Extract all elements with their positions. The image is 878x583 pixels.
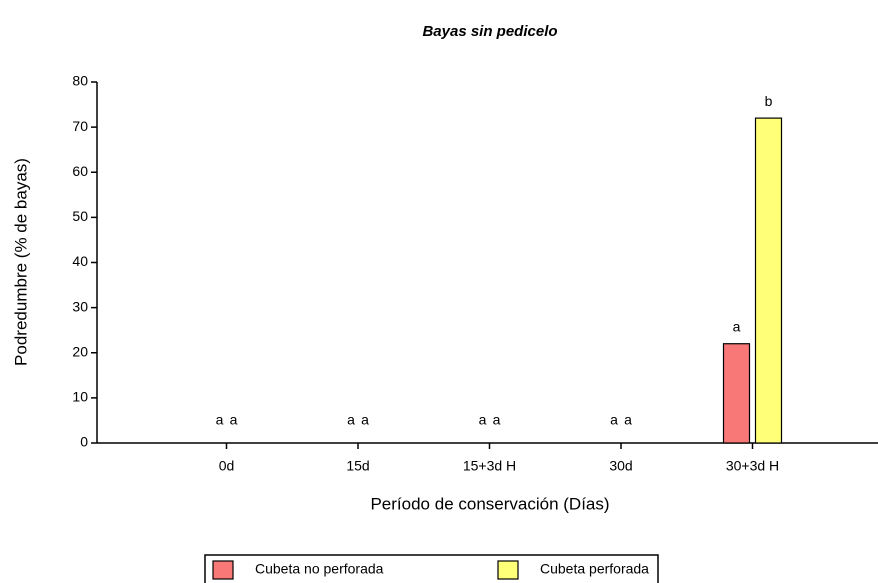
legend-swatch: [497, 560, 519, 580]
x-tick-label: 0d: [219, 458, 235, 474]
y-tick-label: 80: [72, 73, 88, 89]
significance-letter: a: [610, 412, 618, 428]
significance-letter: a: [733, 318, 741, 334]
y-tick-label: 40: [72, 253, 88, 269]
y-tick-label: 0: [80, 434, 88, 450]
y-axis-label: Podredumbre (% de bayas): [11, 158, 30, 366]
significance-letter: a: [230, 412, 238, 428]
significance-letter: b: [765, 93, 773, 109]
significance-letter: a: [216, 412, 224, 428]
legend-box: [204, 554, 659, 583]
significance-letter: a: [624, 412, 632, 428]
y-tick-label: 70: [72, 118, 88, 134]
significance-letter: a: [361, 412, 369, 428]
legend-label: Cubeta perforada: [540, 561, 649, 577]
significance-letter: a: [493, 412, 501, 428]
y-tick-label: 10: [72, 389, 88, 405]
x-tick-label: 30+3d H: [726, 458, 779, 474]
y-tick-label: 20: [72, 343, 88, 359]
significance-letter: a: [347, 412, 355, 428]
legend-label: Cubeta no perforada: [255, 561, 384, 577]
y-tick-label: 60: [72, 163, 88, 179]
x-tick-label: 15d: [346, 458, 369, 474]
chart-title: Bayas sin pedicelo: [422, 23, 557, 40]
legend-swatch: [212, 560, 234, 580]
bar: [722, 343, 751, 444]
y-tick-label: 30: [72, 298, 88, 314]
x-tick-label: 30d: [609, 458, 632, 474]
bar: [754, 117, 783, 444]
x-tick-label: 15+3d H: [463, 458, 516, 474]
significance-letter: a: [479, 412, 487, 428]
x-axis-label: Período de conservación (Días): [370, 494, 609, 513]
y-tick-label: 50: [72, 208, 88, 224]
